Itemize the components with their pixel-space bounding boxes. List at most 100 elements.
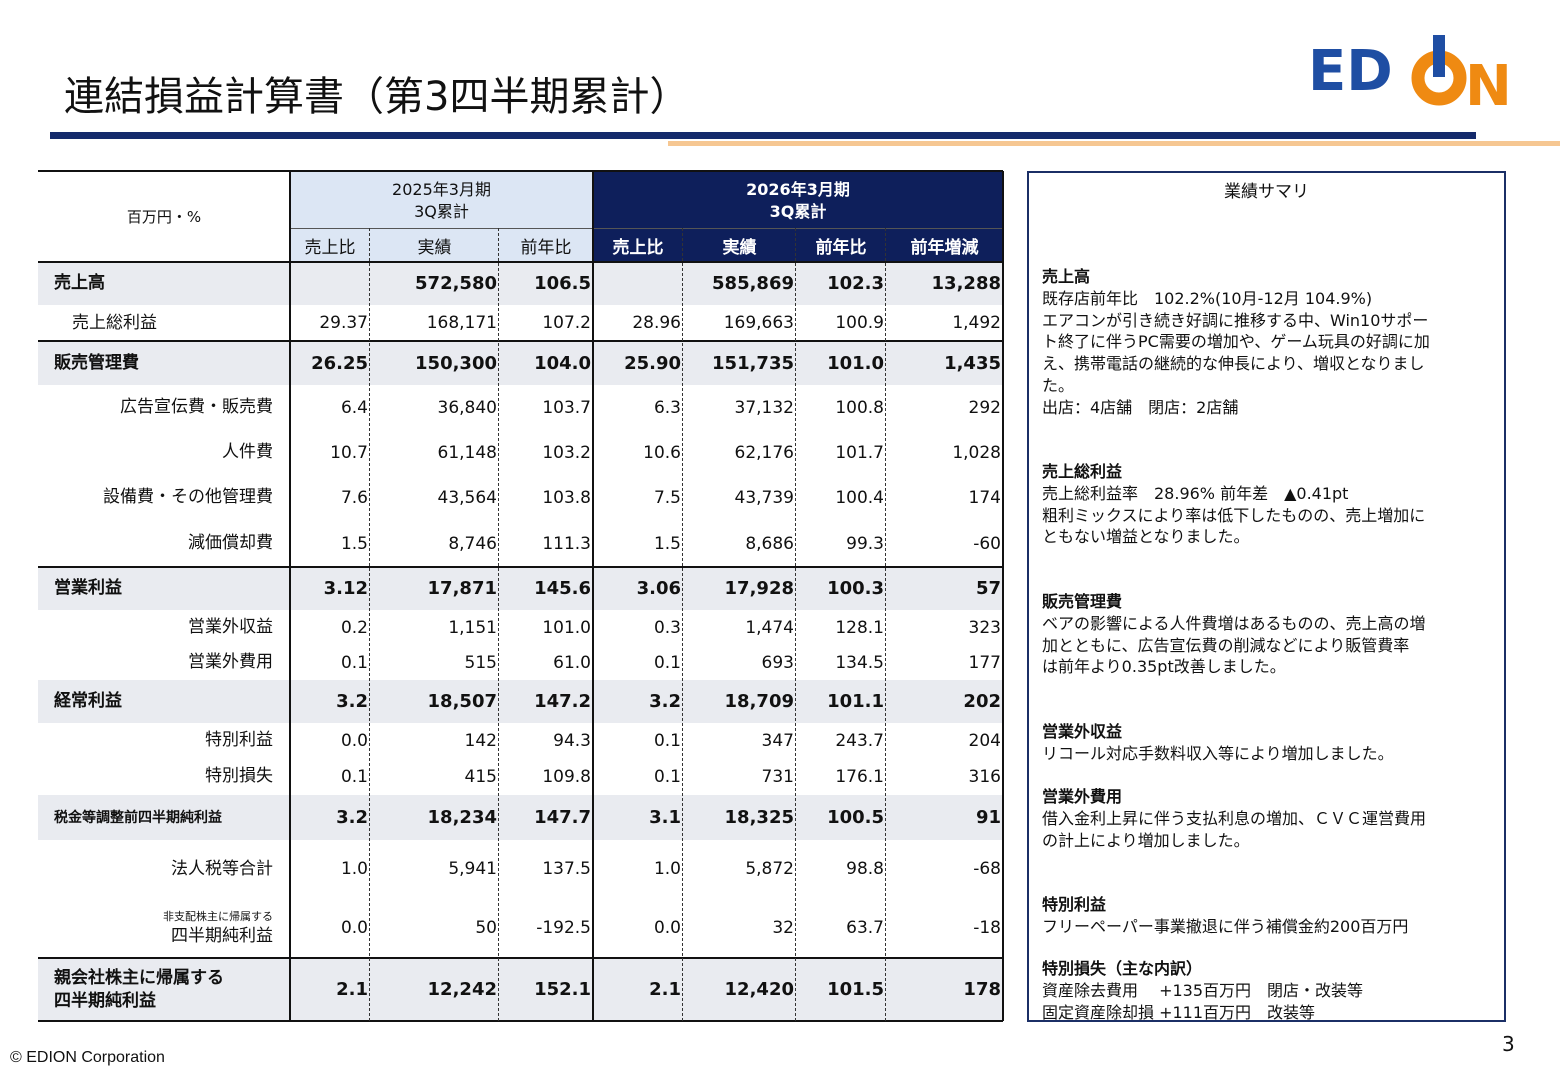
row-label: 特別損失 (38, 758, 290, 795)
summary-heading: 特別利益 (1042, 895, 1107, 914)
row-bg (38, 262, 1003, 305)
row-label-line: 税金等調整前四半期純利益 (54, 809, 222, 826)
summary-line: ト終了に伴うPC需要の増加や、ゲーム玩具の好調に加 (1042, 332, 1430, 352)
cell-value: 142 (464, 730, 497, 751)
page-number: 3 (1502, 1032, 1515, 1056)
cell-value: 137.5 (542, 859, 591, 879)
cell-value: 174 (968, 487, 1001, 508)
cell-value: -60 (973, 533, 1001, 554)
rule (290, 228, 1003, 229)
summary-line: ともない増益となりました。 (1042, 527, 1250, 547)
cell-value: 1,151 (448, 617, 497, 638)
row-label: 営業外費用 (38, 645, 290, 680)
cell-value: 1.0 (340, 859, 368, 879)
row-label-line: 四半期純利益 (171, 926, 273, 946)
cell-value: 104.0 (534, 352, 591, 374)
row-label: 親会社株主に帰属する 四半期純利益 (38, 958, 290, 1021)
cell-value: 147.2 (534, 691, 591, 712)
cell-value: 103.8 (542, 487, 591, 508)
summary-line: エアコンが引き続き好調に推移する中、Win10サポー (1042, 310, 1429, 330)
row-label-line: 特別利益 (205, 730, 273, 750)
column-header: 実績 (417, 237, 452, 258)
period-label: 2026年3月期 (746, 180, 850, 199)
cell-value: -192.5 (536, 918, 591, 938)
summary-heading: 売上高 (1042, 267, 1091, 286)
cell-value: 1,028 (952, 442, 1001, 463)
cell-value: 7.5 (653, 487, 681, 508)
row-label: 売上高 (38, 262, 290, 305)
row-label-line: 特別損失 (205, 766, 273, 786)
summary-line: は前年より0.35pt改善しました。 (1042, 657, 1286, 677)
cell-value: 94.3 (553, 730, 591, 751)
row-bg (38, 341, 1003, 385)
cell-value: 731 (761, 766, 794, 787)
row-label: 設備費・その他管理費 (38, 475, 290, 520)
cell-value: 17,871 (427, 578, 497, 599)
cell-value: 2.1 (649, 979, 681, 1000)
cell-value: 29.37 (319, 313, 368, 333)
cell-value: 0.0 (653, 918, 681, 938)
row-label-line: 経常利益 (54, 691, 122, 711)
cell-value: 100.9 (835, 313, 884, 333)
cell-value: 1,435 (944, 352, 1001, 374)
cell-value: 202 (963, 691, 1001, 712)
cell-value: 36,840 (437, 397, 497, 418)
cell-value: 99.3 (846, 533, 884, 554)
cell-value: 0.1 (340, 652, 368, 673)
cell-value: 100.8 (835, 397, 884, 418)
row-label-line: 設備費・その他管理費 (103, 487, 273, 507)
cell-value: 43,739 (734, 487, 794, 508)
cell-value: 292 (968, 397, 1001, 418)
summary-line: 加とともに、広告宣伝費の削減などにより販管費率 (1042, 635, 1410, 655)
cell-value: 0.3 (653, 617, 681, 638)
cell-value: 101.5 (827, 979, 884, 1000)
cell-value: 17,928 (724, 578, 794, 599)
row-label-line: 減価償却費 (188, 533, 273, 553)
cell-value: 50 (475, 918, 497, 938)
cell-value: 3.2 (336, 807, 368, 828)
page-title: 連結損益計算書（第3四半期累計） (64, 74, 690, 120)
cell-value: 152.1 (534, 979, 591, 1000)
cell-value: 91 (975, 807, 1001, 828)
column-rule (1002, 171, 1004, 1021)
cell-value: 316 (968, 766, 1001, 787)
rule (38, 566, 1003, 568)
cell-value: -68 (973, 859, 1001, 879)
row-bg (38, 680, 1003, 723)
rule (38, 170, 1003, 172)
cell-value: 204 (968, 730, 1001, 751)
row-label-line: 売上高 (54, 273, 105, 293)
row-label: 売上総利益 (38, 305, 290, 341)
cell-value: 8,686 (745, 533, 794, 554)
cell-value: 18,325 (724, 807, 794, 828)
cell-value: 147.7 (534, 807, 591, 828)
row-bg (38, 567, 1003, 610)
cell-value: 103.7 (542, 397, 591, 418)
cell-value: 0.1 (653, 766, 681, 787)
cell-value: 101.1 (827, 691, 884, 712)
row-bg (38, 958, 1003, 1021)
summary-line: の計上により増加しました。 (1042, 830, 1250, 850)
summary-line: 出店：4店舗 閉店：2店舗 (1042, 397, 1239, 417)
cell-value: 134.5 (835, 652, 884, 673)
cell-value: 100.4 (835, 487, 884, 508)
column-rule (885, 228, 886, 1021)
row-label-line: 営業利益 (54, 578, 122, 598)
header-bar (50, 132, 1476, 139)
cell-value: 5,941 (448, 859, 497, 879)
cell-value: 1,474 (745, 617, 794, 638)
column-header: 前年比 (815, 237, 867, 258)
row-label: 販売管理費 (38, 341, 290, 385)
cell-value: 37,132 (734, 397, 794, 418)
cell-value: 6.3 (653, 397, 681, 418)
column-rule (795, 228, 796, 1021)
logo-bar (1433, 35, 1445, 77)
column-rule (682, 228, 683, 1021)
curr-header-bg (593, 171, 1003, 262)
cell-value: 43,564 (437, 487, 497, 508)
cell-value: 5,872 (745, 859, 794, 879)
cell-value: 10.7 (330, 442, 368, 463)
summary-heading: 販売管理費 (1042, 592, 1123, 611)
cell-value: 1.0 (653, 859, 681, 879)
